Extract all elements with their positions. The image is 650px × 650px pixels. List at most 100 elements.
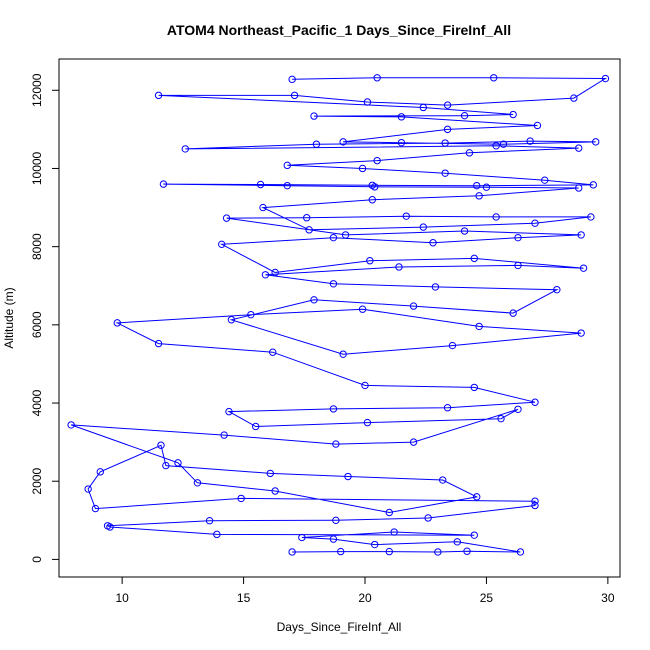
data-point: [358, 164, 367, 173]
data-point: [329, 280, 338, 288]
y-tick-label: 6000: [30, 311, 44, 338]
data-point: [310, 296, 318, 304]
data-point: [419, 223, 427, 231]
x-tick-label: 10: [115, 591, 129, 605]
data-point: [290, 91, 299, 100]
data-point: [533, 121, 542, 130]
data-point: [395, 263, 403, 271]
data-point: [473, 493, 481, 501]
data-point: [181, 145, 189, 153]
data-point: [531, 398, 539, 406]
data-point: [298, 533, 306, 542]
x-tick-label: 25: [480, 591, 494, 605]
data-point: [509, 309, 517, 317]
data-point: [434, 548, 442, 556]
data-point: [492, 213, 500, 221]
data-point: [579, 264, 588, 272]
data-point: [174, 459, 182, 467]
y-axis-label: Altitude (m): [2, 287, 16, 348]
data-point: [463, 547, 471, 555]
data-point: [490, 74, 498, 82]
data-point: [390, 528, 398, 536]
data-point: [269, 348, 277, 356]
data-point: [154, 339, 163, 348]
x-tick-label: 15: [237, 591, 251, 605]
data-point: [575, 184, 583, 192]
data-point: [271, 268, 279, 277]
x-tick-label: 30: [601, 591, 615, 605]
data-point: [358, 305, 367, 313]
data-point: [409, 438, 418, 446]
data-series: [67, 74, 610, 556]
data-point: [261, 271, 270, 279]
data-point: [531, 219, 539, 227]
data-point: [441, 139, 449, 147]
x-axis: 10 15 20 25 30: [115, 576, 615, 605]
data-point: [541, 176, 549, 184]
data-point: [227, 316, 236, 324]
data-point: [368, 196, 376, 204]
data-point: [482, 183, 491, 191]
data-point: [431, 283, 440, 291]
data-point: [419, 103, 427, 112]
data-point: [531, 501, 539, 510]
data-point: [283, 161, 291, 170]
data-point: [409, 302, 418, 310]
data-point: [329, 535, 338, 543]
data-point: [385, 547, 393, 556]
data-point: [222, 214, 231, 222]
data-point: [589, 181, 597, 189]
data-point: [465, 149, 474, 157]
data-point: [213, 530, 221, 539]
data-point: [332, 516, 340, 525]
data-point: [473, 181, 481, 190]
data-point: [91, 504, 100, 513]
data-point: [553, 285, 561, 294]
data-point: [225, 407, 233, 416]
data-point: [397, 138, 406, 147]
data-point: [516, 548, 525, 556]
data-point: [439, 476, 447, 484]
data-point: [475, 192, 483, 200]
data-point: [103, 522, 112, 530]
data-point: [363, 418, 372, 427]
data-point: [497, 414, 505, 423]
data-point: [385, 508, 393, 517]
data-point: [509, 110, 517, 119]
x-tick-label: 20: [358, 591, 372, 605]
data-point: [337, 547, 345, 556]
data-point: [402, 212, 410, 220]
data-point: [252, 422, 260, 431]
data-point: [344, 472, 352, 481]
y-tick-label: 8000: [30, 233, 44, 260]
data-point: [159, 180, 168, 188]
y-tick-label: 10000: [30, 151, 44, 185]
data-point: [373, 74, 381, 82]
data-point: [332, 440, 340, 448]
data-point: [397, 113, 406, 121]
data-point: [470, 383, 478, 392]
data-point: [492, 142, 500, 150]
data-point: [162, 461, 170, 470]
data-point: [514, 233, 522, 242]
data-point: [448, 341, 457, 350]
data-point: [460, 227, 469, 235]
data-point: [429, 239, 437, 247]
data-point: [514, 405, 522, 413]
data-point: [587, 213, 595, 221]
data-point: [329, 233, 338, 242]
data-point: [373, 156, 381, 165]
data-point: [443, 101, 452, 109]
data-point: [575, 144, 583, 152]
chart-title: ATOM4 Northeast_Pacific_1 Days_Since_Fir…: [167, 22, 511, 38]
data-point: [361, 381, 369, 390]
data-point: [341, 231, 350, 239]
data-point: [339, 138, 347, 146]
data-point: [205, 517, 214, 525]
data-point: [67, 421, 75, 429]
data-point: [339, 350, 347, 358]
data-point: [475, 322, 483, 331]
data-point: [259, 203, 267, 212]
data-point: [305, 226, 313, 234]
